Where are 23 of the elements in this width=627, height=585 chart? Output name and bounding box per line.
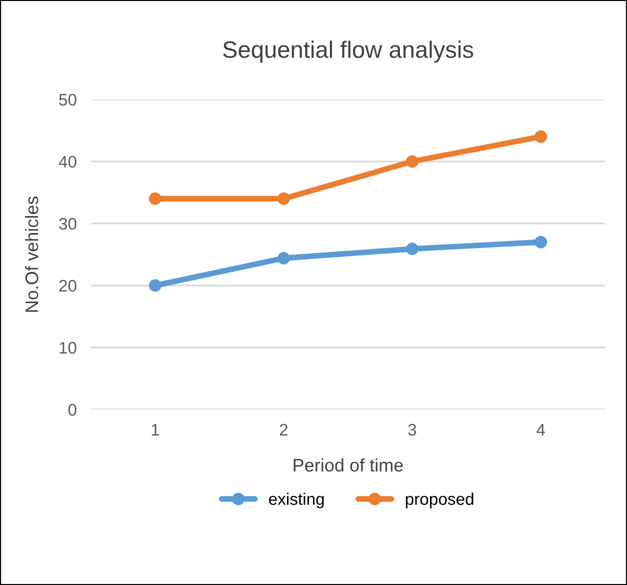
x-tick-label: 4 <box>536 424 545 436</box>
y-tick-label: 0 <box>68 404 76 416</box>
point <box>148 279 162 292</box>
point <box>277 252 290 264</box>
legend-label: existing <box>269 492 324 508</box>
y-tick-label: 50 <box>59 94 76 106</box>
y-tick-label: 20 <box>59 280 76 292</box>
x-tick-label: 1 <box>152 424 160 436</box>
point <box>534 236 548 248</box>
point <box>534 130 548 143</box>
chart-title: Sequential flow analysis <box>223 40 474 63</box>
legend-label: proposed <box>406 492 474 508</box>
y-tick-label: 30 <box>59 218 76 230</box>
y-tick-label: 40 <box>58 156 76 168</box>
x-tick-label: 3 <box>408 424 416 436</box>
y-tick-label: 10 <box>60 342 76 354</box>
point <box>406 155 419 168</box>
point <box>148 192 162 205</box>
x-tick-label: 2 <box>280 424 288 436</box>
point <box>277 192 290 205</box>
point <box>406 242 419 256</box>
x-axis-title: Period of time <box>294 458 403 472</box>
y-axis-title: No.Of vehicles <box>24 196 38 312</box>
